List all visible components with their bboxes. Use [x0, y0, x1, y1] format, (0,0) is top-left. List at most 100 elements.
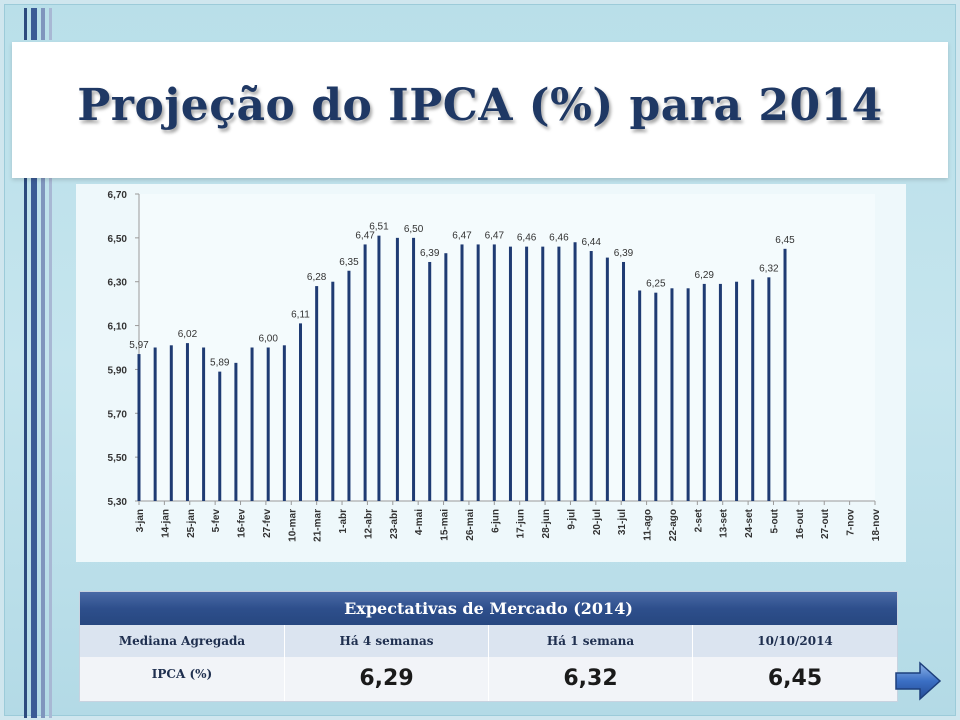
bar: [444, 253, 448, 501]
col-header-1-week: Há 1 semana: [489, 625, 693, 657]
bar: [169, 345, 173, 501]
bar: [428, 261, 432, 501]
bar: [605, 257, 609, 501]
x-tick-label: 21-mar: [313, 509, 324, 542]
x-tick-label: 16-out: [795, 508, 806, 539]
data-label: 6,45: [775, 235, 795, 246]
bar: [767, 277, 771, 501]
x-tick-label: 1-abr: [338, 509, 349, 534]
data-label: 6,02: [178, 329, 198, 340]
x-tick-label: 3-jan: [135, 509, 146, 532]
x-tick-label: 24-set: [744, 508, 755, 538]
data-label: 6,47: [485, 230, 505, 241]
x-tick-label: 13-set: [719, 508, 730, 538]
chart-panel: 5,30 5,50 5,70 5,90 6,10 6,30 6,50 6,70 3-jan 14-…: [76, 184, 906, 562]
x-tick-label: 4-mai: [414, 509, 425, 535]
data-label: 6,28: [307, 272, 327, 283]
bar: [377, 235, 381, 501]
bar: [589, 251, 593, 501]
x-tick-label: 18-nov: [871, 509, 882, 542]
bar: [638, 290, 642, 501]
x-tick-label: 31-jul: [617, 509, 628, 535]
bar: [218, 371, 222, 501]
x-tick-label: 7-nov: [846, 509, 857, 536]
row-label-ipca: IPCA (%): [80, 657, 285, 701]
bar: [153, 347, 157, 501]
bar: [508, 246, 512, 501]
data-label: 6,00: [258, 334, 278, 345]
y-tick-label: 5,50: [108, 453, 128, 464]
bar: [185, 343, 189, 501]
x-tick-label: 20-jul: [592, 509, 603, 535]
col-header-4-weeks: Há 4 semanas: [285, 625, 489, 657]
data-label: 6,39: [614, 248, 634, 259]
bar: [137, 354, 141, 501]
bar: [331, 281, 335, 501]
data-label: 6,46: [517, 233, 537, 244]
bar: [299, 323, 303, 501]
x-tick-label: 10-mar: [287, 509, 298, 542]
x-tick-label: 26-mai: [465, 509, 476, 541]
data-label: 6,44: [581, 237, 601, 248]
plot-area: [139, 194, 875, 501]
bar: [751, 279, 755, 501]
bar: [573, 242, 577, 501]
x-tick-label: 25-jan: [186, 509, 197, 538]
y-tick-label: 5,70: [108, 409, 128, 420]
bar: [541, 246, 545, 501]
market-expectations-table: Expectativas de Mercado (2014) Mediana A…: [79, 591, 898, 702]
x-tick-label: 17-jun: [516, 509, 527, 538]
bar: [735, 281, 739, 501]
decorative-stripes-side: [24, 178, 54, 718]
title-band: Projeção do IPCA (%) para 2014: [12, 42, 948, 178]
data-label: 6,35: [339, 257, 359, 268]
y-tick-label: 6,70: [108, 190, 128, 201]
data-label: 6,29: [695, 270, 715, 281]
data-label: 6,39: [420, 248, 440, 259]
data-label: 6,25: [646, 279, 666, 290]
bar-chart: 5,30 5,50 5,70 5,90 6,10 6,30 6,50 6,70 3-jan 14-…: [108, 190, 882, 542]
data-label: 5,89: [210, 358, 230, 369]
col-header-date: 10/10/2014: [757, 634, 833, 648]
x-tick-label: 15-mai: [440, 509, 451, 541]
bar: [202, 347, 206, 501]
x-tick-label: 11-ago: [643, 509, 654, 541]
bar: [282, 345, 286, 501]
value-1-week: 6,32: [489, 657, 693, 701]
bar: [492, 244, 496, 501]
y-tick-label: 6,10: [108, 322, 128, 333]
x-tick-label: 6-jun: [490, 509, 501, 533]
data-label: 6,50: [404, 224, 424, 235]
x-tick-label: 22-ago: [668, 509, 679, 541]
bar: [315, 286, 319, 501]
bar: [654, 292, 658, 501]
bar: [622, 261, 626, 501]
arrow-right-icon[interactable]: [894, 660, 942, 702]
bar: [718, 283, 722, 501]
slide-title: Projeção do IPCA (%) para 2014: [77, 80, 883, 131]
x-tick-label: 14-jan: [160, 509, 171, 538]
x-tick-label: 9-jul: [566, 509, 577, 530]
y-tick-label: 6,30: [108, 278, 128, 289]
x-tick-label: 16-fev: [237, 509, 248, 538]
x-tick-label: 5-out: [769, 508, 780, 533]
x-tick-label: 2-set: [693, 508, 704, 532]
data-label: 6,11: [291, 309, 310, 320]
bar: [234, 362, 238, 501]
table-header-row: Mediana Agregada Há 4 semanas Há 1 seman…: [80, 625, 897, 657]
data-label: 6,32: [759, 263, 779, 274]
bar: [702, 283, 706, 501]
x-tick-label: 23-abr: [389, 509, 400, 539]
bar: [266, 347, 270, 501]
data-label: 6,47: [452, 230, 472, 241]
decorative-stripes-top: [24, 8, 54, 40]
bar: [525, 246, 529, 501]
bar: [250, 347, 254, 501]
x-tick-label: 5-fev: [211, 509, 222, 533]
bar: [363, 244, 367, 501]
bar: [557, 246, 561, 501]
data-label: 6,51: [369, 222, 389, 233]
bar: [460, 244, 464, 501]
bar: [395, 237, 399, 501]
y-tick-label: 5,30: [108, 497, 128, 508]
